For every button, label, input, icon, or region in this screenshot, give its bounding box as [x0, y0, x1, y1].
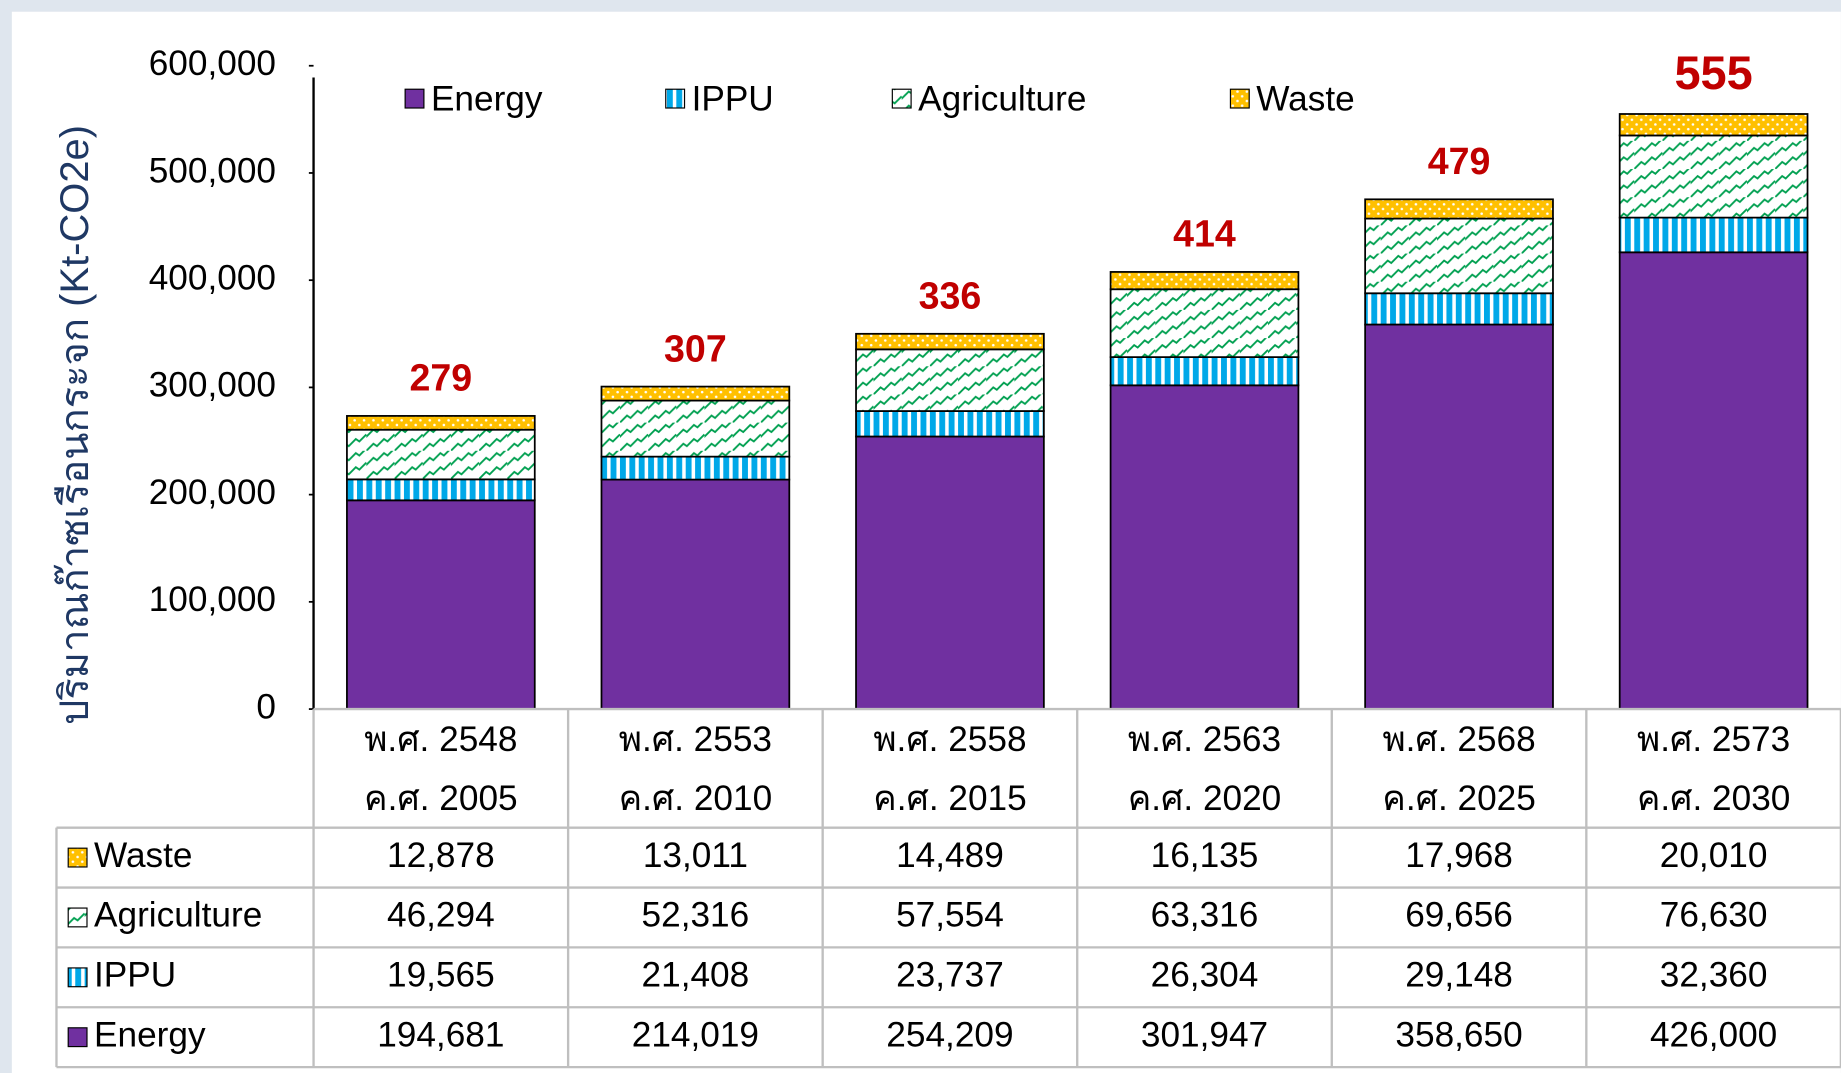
table-cell: 46,294 [387, 896, 495, 935]
legend-label: Waste [1256, 79, 1354, 118]
legend-label: Energy [431, 79, 543, 118]
legend-label: IPPU [692, 79, 774, 118]
total-label: 279 [410, 357, 473, 399]
bar-segment [600, 455, 791, 481]
y-axis-label: ปริมาณก๊าซเรือนกระจก (Kt-CO2e) [53, 125, 97, 725]
table-cell: 13,011 [643, 836, 748, 875]
bar-segment [855, 410, 1045, 438]
table-cell: 63,316 [1151, 896, 1259, 935]
bar-segment [600, 385, 791, 402]
x-tick-label: ค.ศ. 2020 [1128, 779, 1282, 818]
legend-swatch [404, 88, 425, 109]
total-label: 555 [1674, 46, 1752, 99]
total-label: 307 [664, 327, 727, 369]
bar-segment [346, 478, 536, 502]
table-cell: 301,947 [1141, 1015, 1268, 1054]
table-swatch [67, 847, 88, 868]
x-tick-label: ค.ศ. 2025 [1382, 779, 1536, 818]
bar-segment [1364, 292, 1554, 326]
table-row-label: IPPU [94, 956, 176, 995]
table-cell: 426,000 [1650, 1015, 1777, 1054]
y-tick-label: 100,000 [149, 580, 276, 619]
bar-segment [1618, 113, 1809, 137]
table-cell: 76,630 [1660, 896, 1768, 935]
bar-segment [346, 428, 536, 481]
bar-segment [1364, 323, 1554, 710]
legend-swatch [1229, 88, 1250, 109]
table-cell: 194,681 [377, 1015, 504, 1054]
y-tick-label: 400,000 [149, 258, 276, 297]
x-tick-label: ค.ศ. 2010 [619, 779, 773, 818]
total-label: 479 [1428, 140, 1491, 182]
bar-segment [1109, 288, 1300, 358]
bar-segment [855, 332, 1045, 351]
x-tick-label: พ.ศ. 2563 [1128, 720, 1281, 759]
bar-segment [1618, 134, 1809, 219]
table-swatch [67, 967, 88, 988]
table-cell: 12,878 [387, 836, 495, 875]
y-tick-label: 500,000 [149, 151, 276, 190]
legend-swatch [891, 88, 912, 109]
x-tick-label: พ.ศ. 2573 [1637, 720, 1790, 759]
table-cell: 52,316 [642, 896, 750, 935]
bar-segment [1618, 251, 1809, 710]
legend-label: Agriculture [918, 79, 1086, 118]
table-cell: 254,209 [886, 1015, 1013, 1054]
x-tick-label: พ.ศ. 2553 [619, 720, 772, 759]
table-cell: 29,148 [1405, 956, 1513, 995]
y-tick-label: 200,000 [149, 473, 276, 512]
table-cell: 17,968 [1405, 836, 1513, 875]
table-cell: 57,554 [896, 896, 1004, 935]
bar-segment [346, 499, 536, 710]
table-cell: 16,135 [1151, 836, 1259, 875]
table-cell: 69,656 [1405, 896, 1513, 935]
bar-segment [1109, 384, 1300, 710]
table-row-label: Waste [94, 836, 192, 875]
table-cell: 214,019 [632, 1015, 759, 1054]
x-tick-label: ค.ศ. 2030 [1637, 779, 1791, 818]
table-cell: 19,565 [387, 956, 495, 995]
table-row-label: Energy [94, 1015, 206, 1054]
bar-segment [1109, 271, 1300, 291]
x-tick-label: ค.ศ. 2015 [873, 779, 1027, 818]
bar-segment [600, 478, 791, 710]
y-tick-label: 0 [256, 687, 276, 726]
bar-segment [855, 348, 1045, 412]
x-tick-label: พ.ศ. 2548 [364, 720, 517, 759]
total-label: 336 [919, 275, 982, 317]
table-swatch [67, 1027, 88, 1048]
x-tick-label: ค.ศ. 2005 [364, 779, 518, 818]
bar-segment [600, 399, 791, 458]
y-tick-label: 600,000 [149, 44, 276, 83]
y-tick-label: 300,000 [149, 366, 276, 405]
bar-segment [1618, 216, 1809, 254]
bar-segment [1364, 198, 1554, 220]
x-tick-label: พ.ศ. 2568 [1382, 720, 1535, 759]
bar-segment [346, 415, 536, 431]
table-cell: 26,304 [1151, 956, 1259, 995]
table-cell: 32,360 [1660, 956, 1768, 995]
table-row-label: Agriculture [94, 896, 262, 935]
bar-segment [855, 435, 1045, 710]
bar-segment [1364, 217, 1554, 295]
legend-swatch [665, 88, 686, 109]
table-cell: 23,737 [896, 956, 1004, 995]
table-swatch [67, 907, 88, 928]
bar-segment [1109, 356, 1300, 387]
x-tick-label: พ.ศ. 2558 [873, 720, 1026, 759]
table-cell: 20,010 [1660, 836, 1768, 875]
total-label: 414 [1173, 213, 1236, 255]
table-cell: 14,489 [896, 836, 1004, 875]
table-cell: 21,408 [642, 956, 750, 995]
table-cell: 358,650 [1395, 1015, 1522, 1054]
